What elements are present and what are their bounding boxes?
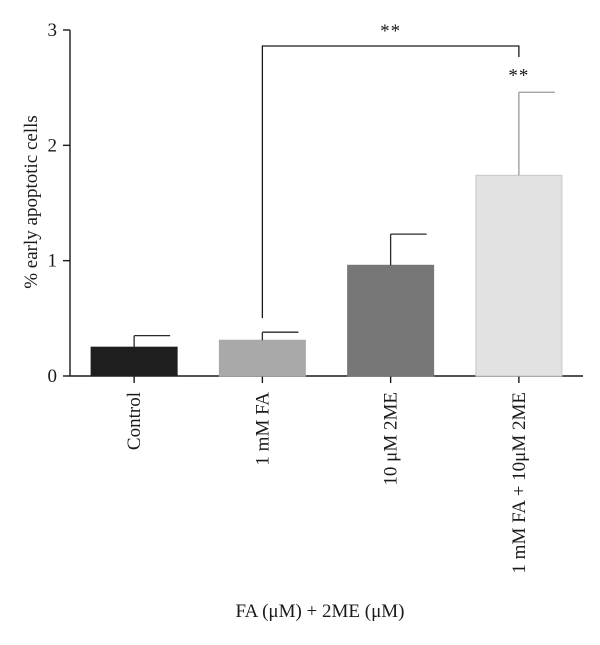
y-axis-label: % early apoptotic cells bbox=[21, 115, 42, 289]
x-axis: Control 1 mM FA 10 μM 2ME 1 mM FA + 10μM 2M… bbox=[70, 375, 583, 574]
bar bbox=[475, 174, 563, 377]
x-tick-label: Control bbox=[124, 392, 145, 450]
y-axis: 0 1 2 3 bbox=[48, 20, 71, 387]
error-bars bbox=[133, 91, 555, 348]
y-tick-label: 2 bbox=[48, 135, 58, 156]
y-tick-label: 0 bbox=[48, 366, 58, 387]
bars bbox=[90, 174, 563, 377]
bar bbox=[347, 264, 435, 377]
bracket-significance-marker: ** bbox=[380, 21, 401, 42]
x-tick-label: 10 μM 2ME bbox=[381, 392, 402, 486]
y-tick-label: 3 bbox=[48, 20, 58, 41]
comparison-bracket bbox=[261, 45, 520, 319]
x-tick-label: 1 mM FA + 10μM 2ME bbox=[509, 392, 530, 574]
x-tick-label: 1 mM FA bbox=[252, 392, 273, 466]
x-axis-label: FA (μM) + 2ME (μM) bbox=[235, 601, 404, 622]
bar bbox=[90, 346, 178, 377]
bar-significance-marker: ** bbox=[508, 65, 529, 86]
bar bbox=[218, 339, 306, 377]
significance-annotations: ** ** bbox=[261, 21, 529, 319]
y-tick-label: 1 bbox=[48, 251, 58, 272]
